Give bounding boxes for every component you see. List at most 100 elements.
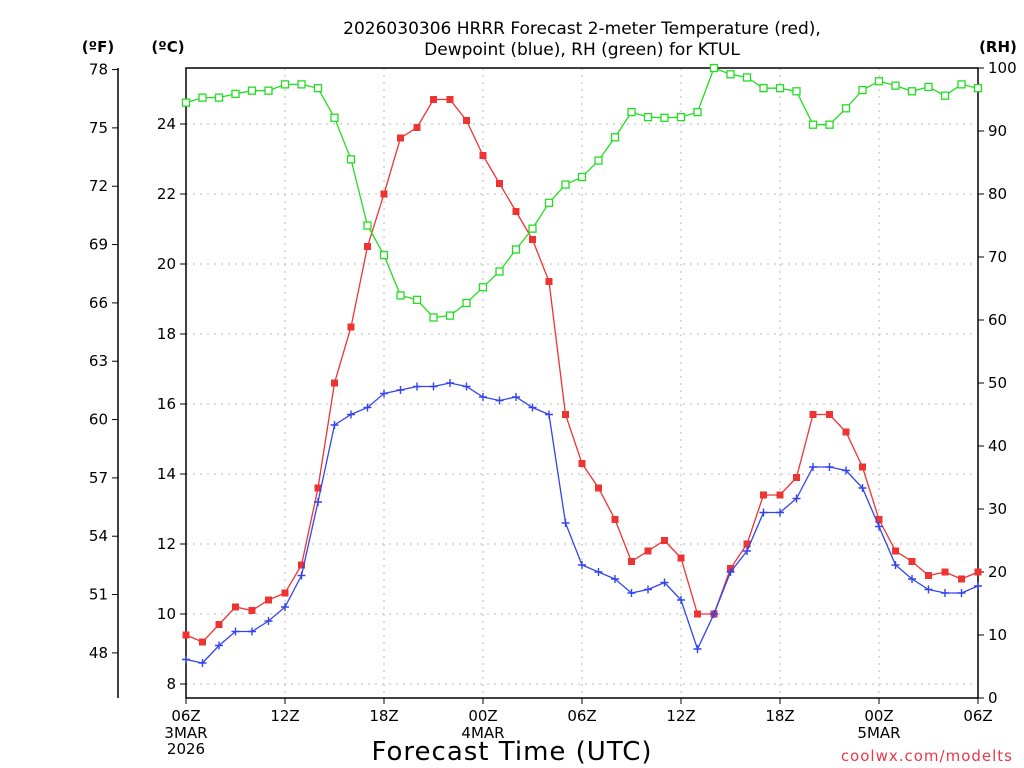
dewpoint-point bbox=[578, 561, 586, 569]
temperature-point bbox=[628, 558, 635, 565]
rh-series bbox=[181, 63, 983, 322]
celsius-tick-label: 14 bbox=[157, 465, 176, 483]
dewpoint-point bbox=[792, 494, 801, 503]
temperature-point bbox=[875, 516, 883, 523]
rh-point bbox=[379, 250, 389, 260]
rh-point bbox=[577, 172, 587, 182]
dewpoint-point bbox=[908, 575, 916, 583]
dewpoint-point bbox=[627, 589, 636, 597]
dewpoint-point bbox=[363, 403, 372, 412]
celsius-tick-label: 12 bbox=[157, 535, 176, 553]
rh-point bbox=[643, 112, 653, 122]
rh-point bbox=[181, 98, 191, 107]
rh-point bbox=[825, 120, 834, 129]
dewpoint-point bbox=[776, 508, 784, 517]
dewpoint-point bbox=[825, 463, 834, 471]
dewpoint-series bbox=[182, 379, 982, 667]
dewpoint-point bbox=[726, 568, 735, 576]
temperature-point bbox=[529, 236, 536, 243]
rh-tick-label: 0 bbox=[988, 689, 998, 707]
rh-point bbox=[841, 104, 851, 113]
rh-point bbox=[660, 113, 669, 122]
temperature-point bbox=[512, 208, 520, 215]
dewpoint-point bbox=[710, 610, 718, 618]
fahrenheit-tick-label: 51 bbox=[89, 586, 108, 604]
fahrenheit-tick-label: 60 bbox=[89, 411, 108, 429]
temperature-point bbox=[776, 491, 784, 499]
x-tick-label: 06Z bbox=[171, 707, 200, 725]
rh-point bbox=[495, 267, 504, 276]
temperature-point bbox=[842, 428, 850, 436]
celsius-tick-label: 16 bbox=[157, 395, 176, 413]
x-axis-label: Forecast Time (UTC) bbox=[371, 737, 652, 767]
fahrenheit-tick-label: 75 bbox=[89, 119, 108, 137]
x-year-label: 2026 bbox=[167, 740, 205, 758]
rh-point bbox=[478, 283, 488, 292]
rh-unit-label: (RH) bbox=[979, 38, 1017, 56]
temperature-point bbox=[958, 575, 965, 583]
rh-point bbox=[775, 84, 785, 93]
temperature-point bbox=[248, 607, 256, 614]
temperature-point bbox=[743, 540, 751, 548]
rh-tick-label: 60 bbox=[988, 311, 1007, 329]
temperature-point bbox=[430, 96, 437, 103]
axes bbox=[117, 67, 979, 699]
rh-point bbox=[396, 291, 405, 300]
temperature-point bbox=[199, 638, 206, 646]
fahrenheit-tick-label: 54 bbox=[89, 527, 108, 545]
dewpoint-point bbox=[545, 410, 553, 419]
fahrenheit-tick-label: 72 bbox=[89, 177, 108, 195]
fahrenheit-tick-label: 78 bbox=[89, 61, 108, 79]
rh-point bbox=[561, 180, 570, 189]
x-tick-label: 18Z bbox=[369, 707, 398, 725]
rh-point bbox=[924, 82, 933, 92]
fahrenheit-tick-label: 66 bbox=[89, 294, 108, 312]
rh-tick-label: 80 bbox=[988, 185, 1007, 203]
dewpoint-point bbox=[446, 379, 454, 387]
temperature-point bbox=[578, 460, 586, 467]
rh-point bbox=[792, 87, 801, 96]
temperature-point bbox=[892, 547, 899, 555]
x-tick-label: 12Z bbox=[666, 707, 695, 725]
dewpoint-point bbox=[512, 393, 520, 401]
temperature-point bbox=[182, 631, 190, 639]
rh-point bbox=[858, 85, 867, 95]
dewpoint-point bbox=[743, 547, 751, 555]
rh-tick-label: 20 bbox=[988, 563, 1007, 581]
dewpoint-point bbox=[248, 627, 256, 636]
rh-point bbox=[709, 63, 719, 73]
temperature-point bbox=[314, 484, 322, 492]
rh-point bbox=[445, 311, 455, 320]
dewpoint-point bbox=[677, 596, 685, 604]
temperature-point bbox=[661, 537, 668, 544]
dewpoint-point bbox=[759, 508, 768, 517]
fahrenheit-tick-label: 69 bbox=[89, 236, 108, 254]
temperature-point bbox=[232, 603, 239, 611]
temperature-point bbox=[479, 152, 487, 159]
temperature-point bbox=[446, 96, 454, 103]
celsius-unit-label: (ºC) bbox=[151, 38, 184, 56]
x-date-label: 5MAR bbox=[857, 724, 900, 742]
rh-point bbox=[231, 89, 240, 98]
x-tick-label: 00Z bbox=[864, 707, 893, 725]
dewpoint-point bbox=[561, 519, 570, 527]
x-tick-label: 12Z bbox=[270, 707, 299, 725]
credit-text: coolwx.com/modelts bbox=[841, 747, 1013, 765]
x-tick-label: 06Z bbox=[963, 707, 992, 725]
x-tick-label: 06Z bbox=[567, 707, 596, 725]
temperature-point bbox=[380, 190, 388, 198]
dewpoint-point bbox=[809, 463, 817, 471]
rh-tick-label: 50 bbox=[988, 374, 1007, 392]
temperature-point bbox=[215, 621, 223, 628]
dewpoint-point bbox=[413, 382, 421, 391]
rh-point bbox=[462, 298, 471, 308]
dewpoint-point bbox=[479, 393, 487, 401]
temperature-point bbox=[644, 547, 652, 555]
rh-point bbox=[544, 198, 554, 207]
temperature-point bbox=[694, 610, 701, 618]
dewpoint-point bbox=[842, 466, 850, 475]
celsius-tick-label: 24 bbox=[157, 115, 176, 133]
dewpoint-point bbox=[528, 403, 537, 412]
temperature-point bbox=[809, 411, 817, 418]
